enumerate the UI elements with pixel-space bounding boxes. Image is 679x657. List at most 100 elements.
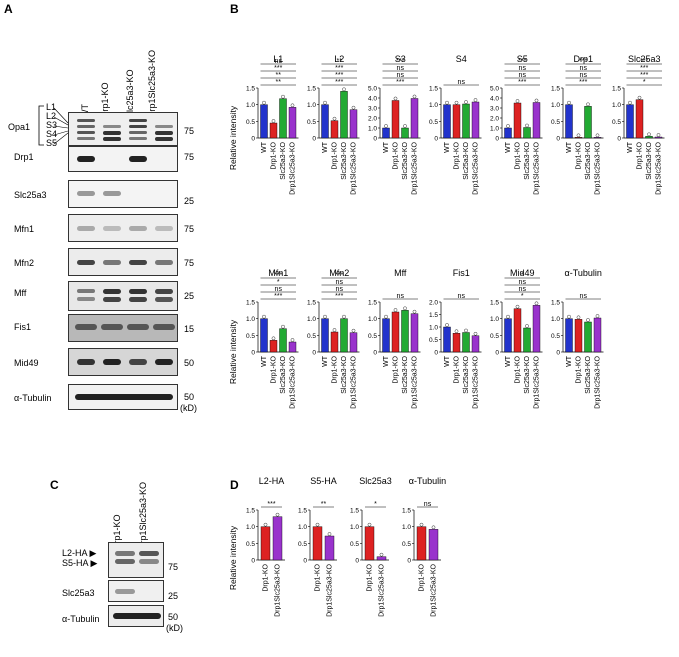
x-tick-label: Drp1Slc25a3-KO bbox=[473, 355, 480, 408]
opa1-band-s3: S3 bbox=[46, 120, 58, 130]
x-tick-label: Drp1Slc25a3-KO bbox=[351, 355, 358, 408]
unit-kd-a: (kD) bbox=[180, 403, 197, 413]
marker-fis1: 15 bbox=[184, 324, 195, 334]
y-tick-label: 1.5 bbox=[551, 300, 560, 307]
opa1-band-s4: S4 bbox=[46, 129, 58, 139]
sig-label: ns bbox=[519, 72, 527, 79]
chart-title: α-Tubulin bbox=[409, 476, 446, 486]
marker-mff: 25 bbox=[184, 291, 195, 301]
marker-c-50: 50 bbox=[168, 612, 179, 622]
sig-label: *** bbox=[335, 272, 343, 279]
blot-slc25a3 bbox=[68, 180, 178, 208]
data-point bbox=[262, 100, 266, 105]
bar bbox=[269, 122, 278, 139]
x-tick-label: Drp1-KO bbox=[454, 355, 461, 383]
data-point bbox=[576, 315, 581, 320]
data-point bbox=[290, 338, 295, 342]
data-point bbox=[586, 318, 590, 322]
sig-label: ns bbox=[519, 286, 527, 293]
y-tick-label: 0.5 bbox=[551, 333, 560, 340]
opa1-bracket bbox=[38, 105, 68, 146]
bar bbox=[260, 104, 268, 139]
y-axis-label: Relative intensity bbox=[228, 319, 238, 384]
data-point bbox=[342, 87, 346, 92]
y-tick-label: 1.5 bbox=[246, 86, 255, 93]
bar bbox=[513, 102, 522, 139]
x-tick-label: Slc25a3-KO bbox=[280, 355, 287, 393]
x-tick-label: Slc25a3-KO bbox=[646, 141, 653, 179]
bar bbox=[565, 104, 573, 139]
sig-label: ns bbox=[580, 65, 588, 72]
row-label-mfn2: Mfn2 bbox=[14, 258, 35, 268]
x-tick-label: Drp1Slc25a3-KO bbox=[275, 563, 282, 616]
data-point bbox=[367, 522, 372, 527]
x-tick-label: Slc25a3-KO bbox=[585, 355, 592, 393]
x-tick-label: Drp1-KO bbox=[576, 141, 583, 169]
data-point bbox=[281, 94, 285, 99]
data-point bbox=[332, 116, 337, 121]
data-point bbox=[431, 525, 436, 530]
row-label-slc25a3: Slc25a3 bbox=[14, 190, 47, 200]
x-tick-label: Drp1Slc25a3-KO bbox=[534, 355, 541, 408]
x-tick-label: Drp1Slc25a3-KO bbox=[473, 141, 480, 194]
chart-title: L2 bbox=[334, 54, 344, 64]
y-tick-label: 0 bbox=[434, 350, 438, 357]
bar bbox=[340, 91, 348, 139]
sig-label: *** bbox=[640, 65, 648, 72]
y-tick-label: 0 bbox=[355, 558, 359, 565]
sig-label: ns bbox=[397, 65, 405, 72]
y-tick-label: 1.0 bbox=[490, 126, 499, 133]
y-tick-label: 3.0 bbox=[368, 106, 377, 113]
data-point bbox=[525, 123, 529, 128]
sig-label: *** bbox=[579, 79, 587, 86]
bar bbox=[382, 318, 390, 353]
y-tick-label: 5.0 bbox=[490, 86, 499, 93]
x-tick-label: Drp1-KO bbox=[332, 141, 339, 169]
sig-label: *** bbox=[335, 65, 343, 72]
sig-label: * bbox=[374, 501, 377, 508]
bar bbox=[654, 136, 663, 139]
y-tick-label: 0.5 bbox=[402, 541, 411, 548]
x-tick-label: Slc25a3-KO bbox=[341, 141, 348, 179]
marker-c-75: 75 bbox=[168, 562, 179, 572]
y-tick-label: 0 bbox=[407, 558, 411, 565]
data-point bbox=[506, 314, 510, 319]
data-point bbox=[534, 301, 539, 306]
row-label-tubulin: α-Tubulin bbox=[14, 393, 52, 403]
marker-drp1: 75 bbox=[184, 152, 195, 162]
data-point bbox=[275, 512, 280, 517]
row-label-c-slc25a3: Slc25a3 bbox=[62, 588, 95, 598]
row-label-mfn1: Mfn1 bbox=[14, 224, 35, 234]
y-tick-label: 0 bbox=[312, 136, 316, 143]
data-point bbox=[595, 133, 600, 138]
data-point bbox=[403, 306, 407, 311]
sig-label: *** bbox=[274, 272, 282, 279]
chart-title: L1 bbox=[273, 54, 283, 64]
sig-label: *** bbox=[335, 79, 343, 86]
sig-label: *** bbox=[274, 65, 282, 72]
bar bbox=[382, 127, 390, 139]
data-point bbox=[586, 102, 590, 107]
y-tick-label: 0 bbox=[251, 136, 255, 143]
y-tick-label: 5.0 bbox=[368, 86, 377, 93]
data-point bbox=[515, 304, 520, 309]
bar bbox=[626, 104, 634, 139]
y-tick-label: 1.5 bbox=[402, 508, 411, 515]
bar bbox=[321, 318, 329, 353]
sig-label: ns bbox=[424, 501, 432, 508]
y-tick-label: 0.5 bbox=[307, 119, 316, 126]
row-label-mff: Mff bbox=[14, 288, 27, 298]
bar bbox=[635, 99, 644, 139]
bar bbox=[504, 318, 512, 353]
row-label-mid49: Mid49 bbox=[14, 358, 39, 368]
data-point bbox=[656, 133, 661, 137]
y-tick-label: 1.0 bbox=[429, 325, 438, 332]
x-tick-label: Slc25a3-KO bbox=[524, 355, 531, 393]
bar bbox=[443, 104, 451, 139]
y-tick-label: 1.0 bbox=[368, 316, 377, 323]
y-tick-label: 1.5 bbox=[307, 300, 316, 307]
x-tick-label: Drp1-KO bbox=[263, 563, 270, 591]
sig-label: *** bbox=[274, 293, 282, 300]
x-tick-label: Drp1-KO bbox=[315, 563, 322, 591]
x-tick-label: Drp1-KO bbox=[271, 141, 278, 169]
